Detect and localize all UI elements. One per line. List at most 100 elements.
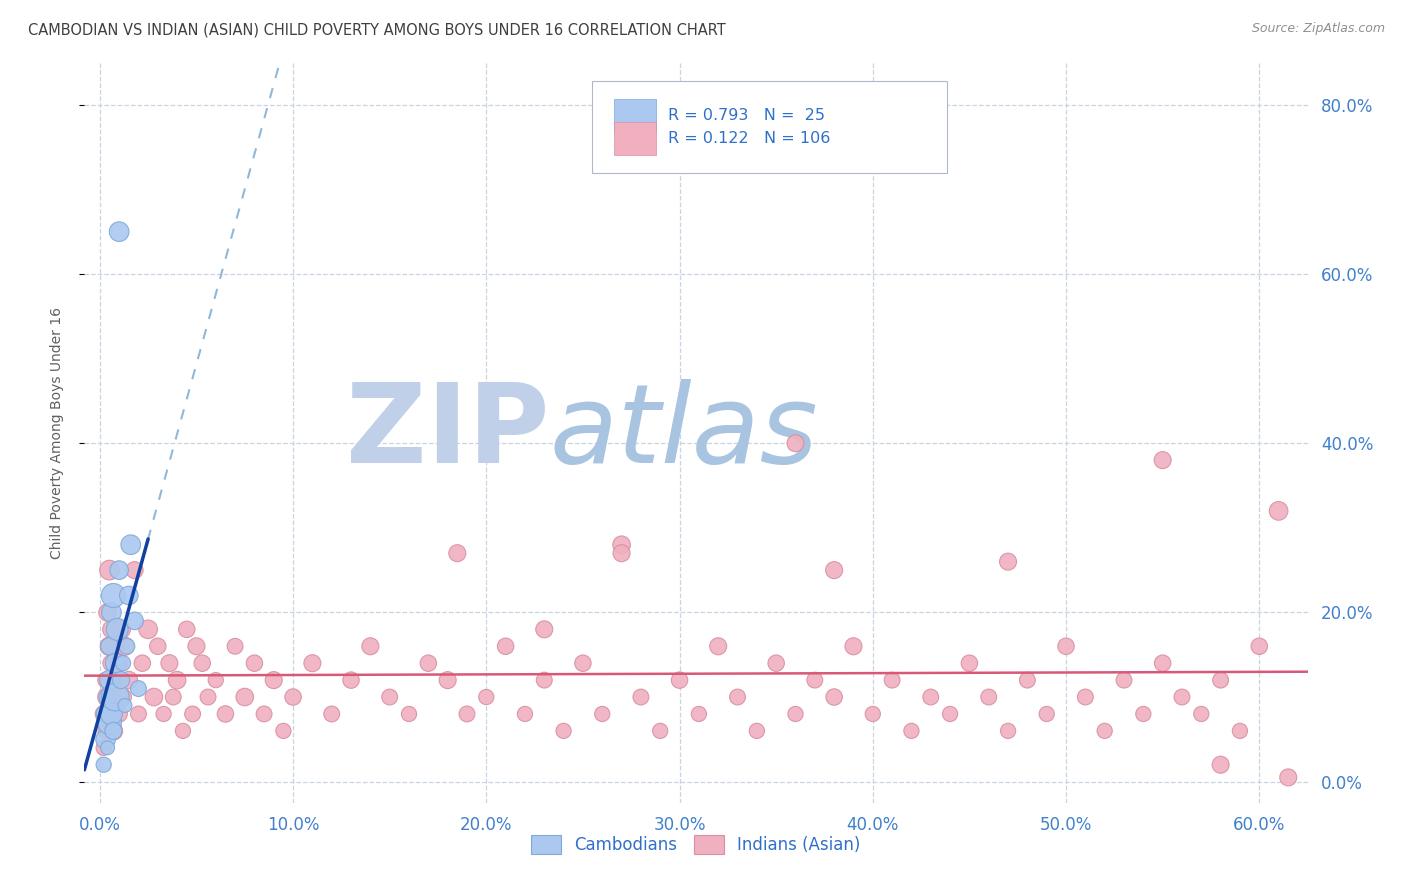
Point [114,640,136,654]
Point [688,706,710,721]
Point [105,673,128,687]
Point [96,606,118,620]
Point [1209,673,1232,687]
Point [224,640,246,654]
Point [105,623,128,637]
Point [114,698,136,713]
Point [340,673,363,687]
Point [553,723,575,738]
Text: atlas: atlas [550,379,818,486]
Text: R = 0.793   N =  25: R = 0.793 N = 25 [668,108,825,123]
Point [900,723,922,738]
Point [1074,690,1097,704]
Point [176,623,198,637]
Point [94,706,117,721]
Point [96,690,118,704]
Y-axis label: Child Poverty Among Boys Under 16: Child Poverty Among Boys Under 16 [49,307,63,558]
Point [204,673,226,687]
Point [98,673,121,687]
Point [1035,706,1057,721]
Point [823,563,845,577]
Point [533,623,555,637]
Point [939,706,962,721]
Point [1054,640,1077,654]
Point [93,706,115,721]
Point [104,690,127,704]
Point [96,690,118,704]
Point [456,706,478,721]
Point [707,640,730,654]
Point [233,690,256,704]
Point [162,690,184,704]
Point [181,706,204,721]
Point [191,656,214,670]
Point [98,715,121,730]
Point [785,436,807,450]
Point [572,656,595,670]
FancyBboxPatch shape [614,99,655,132]
Point [166,673,188,687]
Point [108,706,131,721]
Point [111,690,134,704]
Point [108,656,131,670]
Point [103,723,125,738]
Point [93,740,115,755]
Point [1189,706,1212,721]
Point [475,690,498,704]
Point [785,706,807,721]
Point [1094,723,1116,738]
Point [93,757,115,772]
Point [727,690,749,704]
Point [1112,673,1135,687]
FancyBboxPatch shape [614,122,655,155]
Point [94,732,117,747]
Point [281,690,304,704]
Point [957,656,980,670]
FancyBboxPatch shape [592,81,946,173]
Point [1209,757,1232,772]
Text: ZIP: ZIP [346,379,550,486]
Point [127,681,149,696]
Point [104,640,127,654]
Point [100,706,122,721]
Point [862,706,884,721]
Point [118,589,141,603]
Point [1152,656,1174,670]
Point [882,673,904,687]
Point [186,640,208,654]
Point [110,673,132,687]
Text: Source: ZipAtlas.com: Source: ZipAtlas.com [1251,22,1385,36]
Point [110,623,132,637]
Point [124,614,146,628]
Point [103,589,125,603]
Point [668,673,690,687]
Point [1017,673,1039,687]
Point [98,640,121,654]
Point [1267,504,1289,518]
Point [1249,640,1271,654]
Point [124,563,146,577]
Point [495,640,517,654]
Point [359,640,381,654]
Point [146,640,169,654]
Point [436,673,458,687]
Point [172,723,194,738]
Point [630,690,652,704]
Text: CAMBODIAN VS INDIAN (ASIAN) CHILD POVERTY AMONG BOYS UNDER 16 CORRELATION CHART: CAMBODIAN VS INDIAN (ASIAN) CHILD POVERT… [28,22,725,37]
Point [197,690,219,704]
Point [321,706,343,721]
Point [94,723,117,738]
Point [100,656,122,670]
Point [103,690,125,704]
Point [823,690,845,704]
Point [115,640,138,654]
Point [243,656,266,670]
Point [214,706,236,721]
Point [765,656,787,670]
Point [610,546,633,560]
Point [94,673,117,687]
Point [136,623,159,637]
Point [98,640,121,654]
Point [96,740,118,755]
Point [977,690,1000,704]
